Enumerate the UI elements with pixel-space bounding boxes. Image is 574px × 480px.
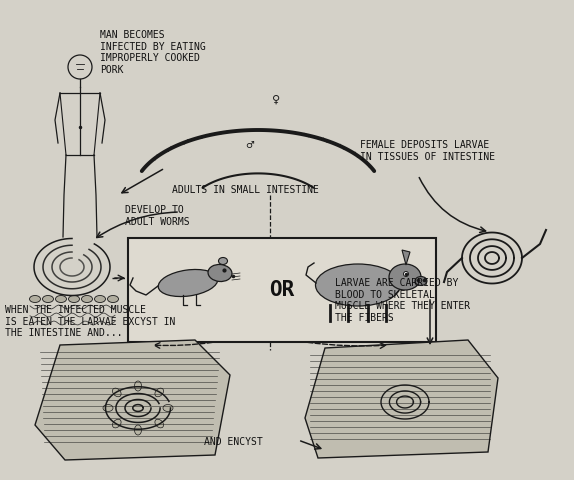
- Ellipse shape: [158, 269, 218, 297]
- Ellipse shape: [113, 419, 121, 428]
- Ellipse shape: [163, 405, 173, 411]
- Ellipse shape: [82, 296, 92, 302]
- Ellipse shape: [113, 388, 121, 397]
- Ellipse shape: [103, 405, 113, 411]
- Ellipse shape: [68, 296, 80, 302]
- Text: ♀: ♀: [272, 95, 280, 105]
- Ellipse shape: [316, 264, 401, 306]
- Ellipse shape: [155, 419, 164, 428]
- Polygon shape: [305, 340, 498, 458]
- Text: OR: OR: [269, 280, 294, 300]
- Ellipse shape: [56, 296, 67, 302]
- Ellipse shape: [155, 388, 164, 397]
- Circle shape: [404, 272, 409, 276]
- Ellipse shape: [134, 381, 142, 391]
- Ellipse shape: [389, 264, 421, 290]
- Polygon shape: [35, 340, 230, 460]
- Ellipse shape: [29, 296, 41, 302]
- Ellipse shape: [219, 257, 227, 264]
- Text: FEMALE DEPOSITS LARVAE
IN TISSUES OF INTESTINE: FEMALE DEPOSITS LARVAE IN TISSUES OF INT…: [360, 140, 495, 162]
- Ellipse shape: [415, 276, 427, 286]
- Ellipse shape: [95, 296, 106, 302]
- Ellipse shape: [134, 425, 142, 435]
- Ellipse shape: [107, 296, 118, 302]
- Text: WHEN THE INFECTED MUSCLE
IS EATEN THE LARVAE EXCYST IN
THE INTESTINE AND...: WHEN THE INFECTED MUSCLE IS EATEN THE LA…: [5, 305, 176, 338]
- Text: AND ENCYST: AND ENCYST: [204, 437, 262, 447]
- Polygon shape: [402, 250, 410, 265]
- Text: ADULTS IN SMALL INTESTINE: ADULTS IN SMALL INTESTINE: [172, 185, 319, 195]
- Bar: [128, 238, 436, 342]
- Ellipse shape: [208, 264, 232, 282]
- Ellipse shape: [42, 296, 53, 302]
- Text: LARVAE ARE CARRIED BY
BLOOD TO SKELETAL
MUSCLE WHERE THEY ENTER
THE FIBERS: LARVAE ARE CARRIED BY BLOOD TO SKELETAL …: [335, 278, 470, 323]
- Text: ♂: ♂: [246, 140, 254, 150]
- Text: MAN BECOMES
INFECTED BY EATING
IMPROPERLY COOKED
PORK: MAN BECOMES INFECTED BY EATING IMPROPERL…: [100, 30, 205, 75]
- Text: DEVELOP TO
ADULT WORMS: DEVELOP TO ADULT WORMS: [125, 205, 189, 227]
